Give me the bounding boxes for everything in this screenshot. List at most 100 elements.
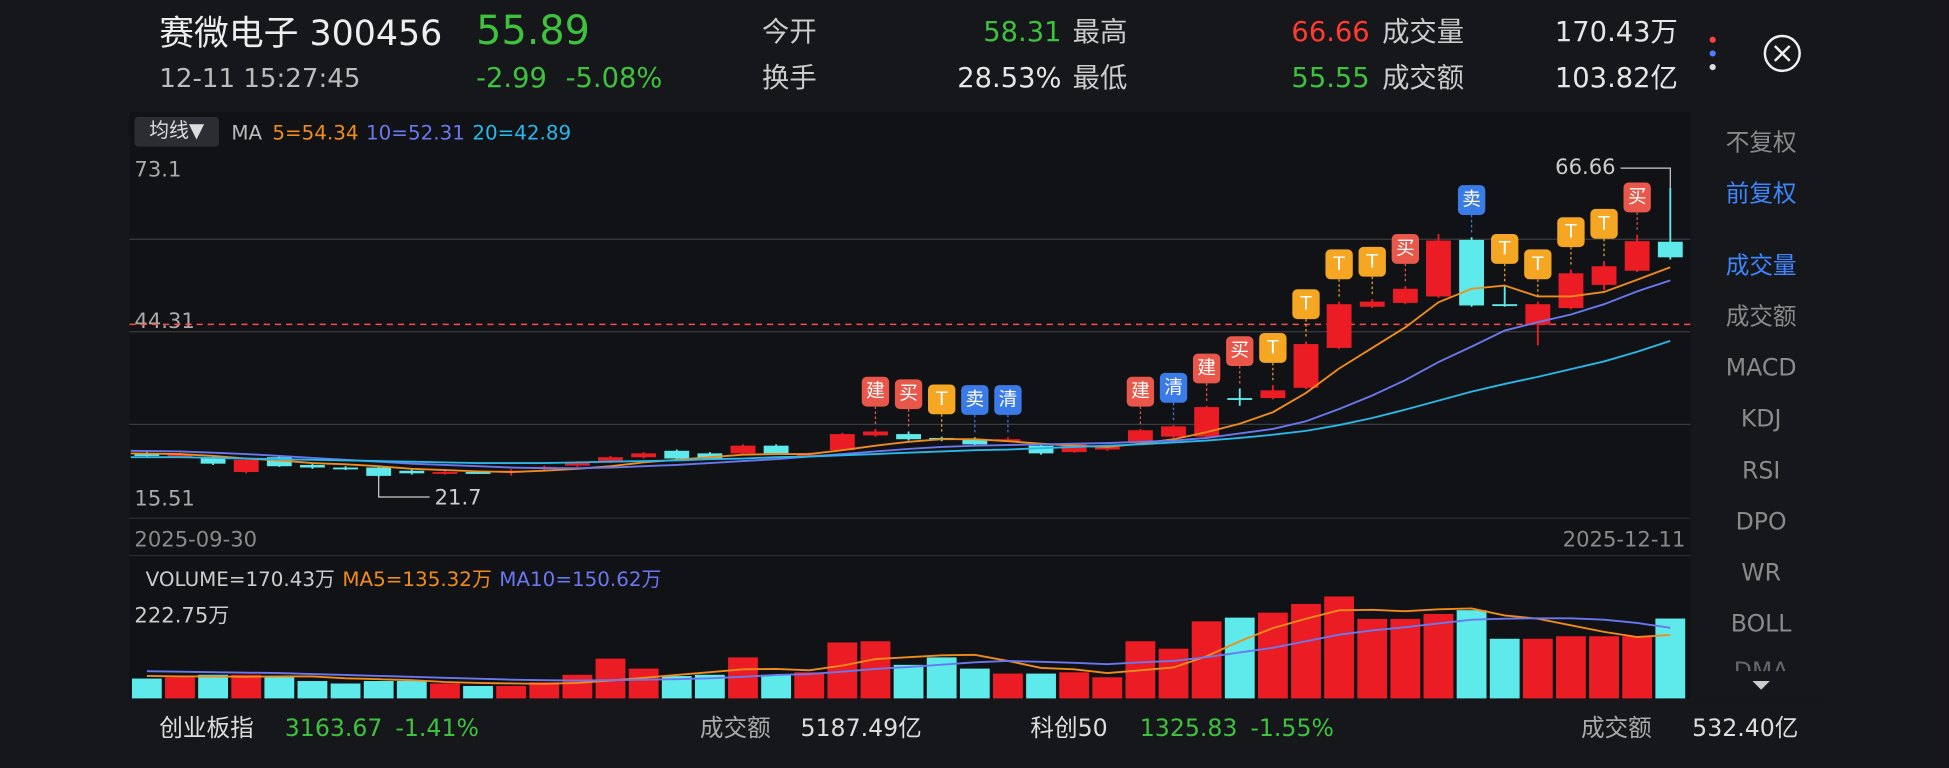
volume-bar (1092, 677, 1123, 699)
trade-flag (994, 385, 1022, 415)
ma-line (130, 266, 1671, 473)
candle-body (796, 454, 822, 457)
candle-body (1459, 239, 1485, 306)
candle-body (896, 434, 922, 440)
trade-flag-label: 建 (866, 381, 885, 402)
legend-entry: MA5=135.32万 (342, 568, 491, 591)
menu-item[interactable]: 成交量 (1726, 252, 1797, 280)
volume-bar (1324, 596, 1355, 699)
ma-line (130, 340, 1671, 464)
candle-body (167, 454, 193, 457)
volume-bar (1158, 648, 1189, 699)
ma-line (130, 279, 1671, 470)
x-start-label: 2025-09-30 (134, 527, 257, 552)
candle-body (134, 453, 160, 456)
ma-button[interactable] (134, 116, 219, 147)
stat-value: 58.31 (983, 17, 1061, 48)
ma-button-label[interactable]: 均线▼ (149, 119, 205, 142)
trade-flag (1226, 336, 1254, 367)
trade-flag (1259, 333, 1287, 363)
menu-item[interactable]: 成交额 (1726, 303, 1797, 331)
close-button[interactable] (1763, 34, 1801, 73)
candle-body (1392, 288, 1418, 303)
volume-bar (1489, 638, 1520, 699)
volume-bar (231, 674, 262, 699)
index-value: 1325.83 (1140, 714, 1238, 742)
candle-body (1492, 304, 1518, 307)
trade-flag (1491, 233, 1519, 264)
candle-body (1127, 430, 1153, 442)
stat-label: 换手 (762, 63, 817, 94)
candle-body (1558, 273, 1584, 309)
volume-bar (330, 683, 361, 699)
menu-item[interactable]: RSI (1742, 457, 1780, 485)
candle-body (1094, 446, 1120, 450)
trade-flag (1325, 249, 1353, 280)
candle-body (631, 453, 657, 458)
candle-body (829, 434, 855, 451)
volume-bar (761, 674, 792, 699)
candle-body (730, 445, 756, 454)
stat-label: 今开 (762, 17, 817, 48)
candle-body (1161, 426, 1186, 437)
menu-dot (1709, 50, 1716, 57)
trade-flag-label: 买 (899, 384, 918, 405)
volume-bar (463, 685, 493, 699)
trade-flag-label: 建 (1131, 381, 1150, 402)
candle-body (564, 462, 590, 466)
trade-flag-label: T (1266, 337, 1279, 358)
volume-bar (1522, 638, 1553, 699)
stat-value: 28.53% (957, 63, 1061, 94)
time: 12-11 15:27:45 (159, 64, 360, 94)
candle-body (697, 453, 723, 459)
amount: 532.40亿 (1692, 714, 1798, 742)
menu-item[interactable]: 不复权 (1726, 129, 1797, 157)
volume-bar (1655, 618, 1686, 699)
menu-item[interactable]: KDJ (1741, 405, 1782, 433)
menu-item[interactable]: BOLL (1731, 610, 1793, 638)
menu-item[interactable]: DMA (1734, 657, 1789, 685)
trade-flag-label: T (1299, 294, 1312, 315)
volume-bar (993, 673, 1023, 699)
volume-bar (562, 674, 593, 699)
menu-dot (1709, 36, 1716, 43)
trade-flag (961, 385, 989, 415)
legend-entry: 5=54.34 (272, 122, 358, 145)
volume-bar (529, 682, 560, 699)
stat-label: 成交额 (1382, 63, 1464, 94)
volume-bar (1622, 636, 1653, 699)
trade-flag (894, 379, 923, 410)
stat-value: 55.55 (1291, 63, 1369, 94)
volume-ma-line (146, 607, 1671, 685)
candle-body (863, 431, 888, 436)
trade-flag-label: T (1366, 251, 1379, 272)
candle-body (1227, 398, 1253, 400)
volume-bar (165, 677, 195, 699)
stat-label: 最高 (1073, 17, 1128, 48)
volume-bar (1059, 672, 1090, 699)
candle-body (1426, 240, 1451, 297)
candle-body (1061, 444, 1087, 453)
volume-bar (1423, 613, 1454, 699)
menu-item[interactable]: WR (1741, 559, 1781, 587)
candle-body (962, 439, 988, 445)
index-change: -1.41% (395, 714, 479, 742)
trade-flag (1292, 289, 1320, 320)
stat-value: 66.66 (1291, 17, 1369, 48)
volume-bar (1390, 618, 1421, 699)
footer (129, 703, 1830, 759)
menu-more[interactable] (1752, 681, 1770, 690)
candle-body (233, 459, 259, 473)
change-pct: -5.08% (566, 63, 663, 94)
trade-flag-label: 清 (1164, 377, 1183, 398)
trade-flag-label: T (1531, 254, 1544, 275)
menu-item[interactable]: MACD (1726, 354, 1797, 382)
candle-body (1657, 241, 1683, 258)
trade-flag (1457, 185, 1486, 215)
candle-body (1624, 241, 1650, 271)
candle-body (598, 457, 623, 463)
menu-item[interactable]: 前复权 (1726, 180, 1797, 208)
menu-item[interactable]: DPO (1736, 508, 1787, 536)
trade-flag-label: 清 (999, 390, 1018, 411)
candle-body (1260, 390, 1286, 399)
